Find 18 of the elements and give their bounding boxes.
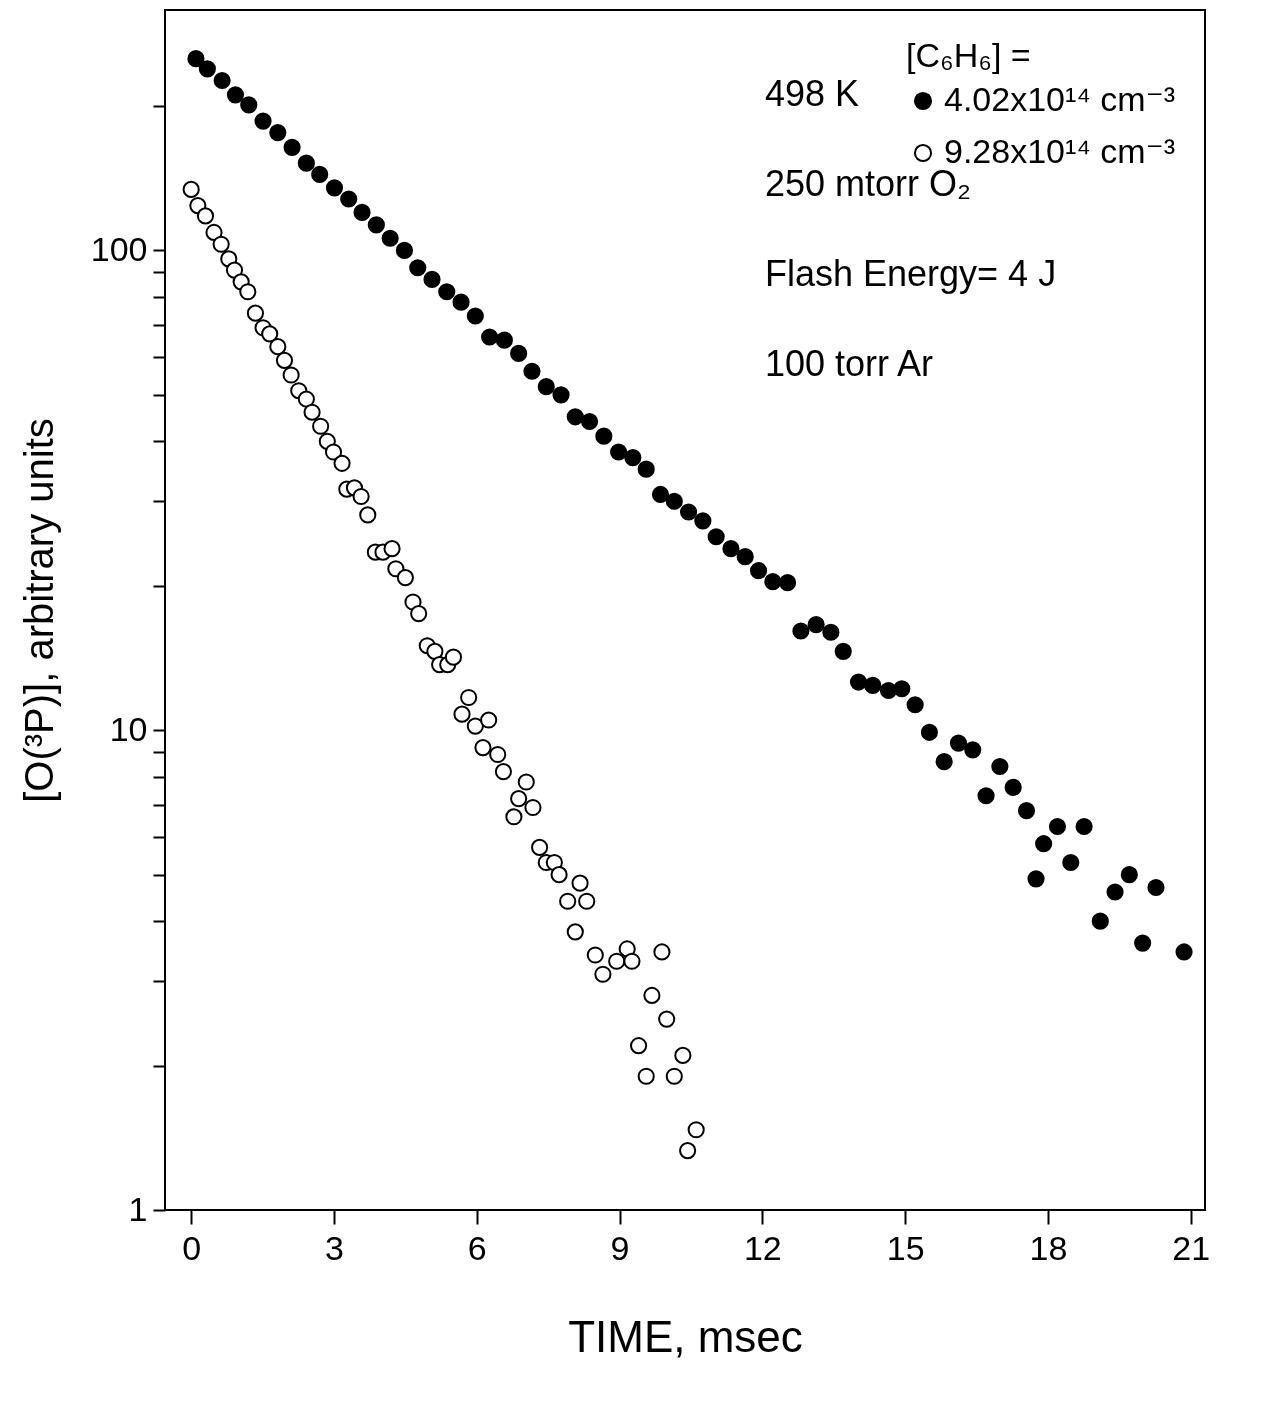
annotation: Flash Energy= 4 J — [765, 253, 1057, 294]
x-tick-label: 18 — [1029, 1228, 1068, 1267]
x-tick-label: 12 — [743, 1228, 782, 1267]
annotation: 498 K — [765, 73, 860, 114]
legend-label: 4.02x10¹⁴ cm⁻³ — [944, 80, 1175, 118]
y-tick-label: 100 — [90, 229, 148, 268]
x-tick-label: 0 — [182, 1228, 202, 1267]
x-tick-label: 21 — [1172, 1228, 1211, 1267]
x-axis-title: TIME, msec — [568, 1311, 803, 1361]
x-tick-label: 3 — [325, 1228, 344, 1267]
x-tick-label: 15 — [886, 1228, 925, 1267]
y-tick-label: 1 — [128, 1189, 148, 1228]
y-axis-title: [O(³P)], arbitrary units — [16, 418, 61, 803]
legend-title: [C₆H₆] = — [906, 36, 1031, 74]
x-tick-label: 6 — [467, 1228, 487, 1267]
x-tick-label: 9 — [610, 1228, 630, 1267]
y-tick-label: 10 — [109, 709, 148, 748]
annotation: 100 torr Ar — [765, 343, 934, 384]
